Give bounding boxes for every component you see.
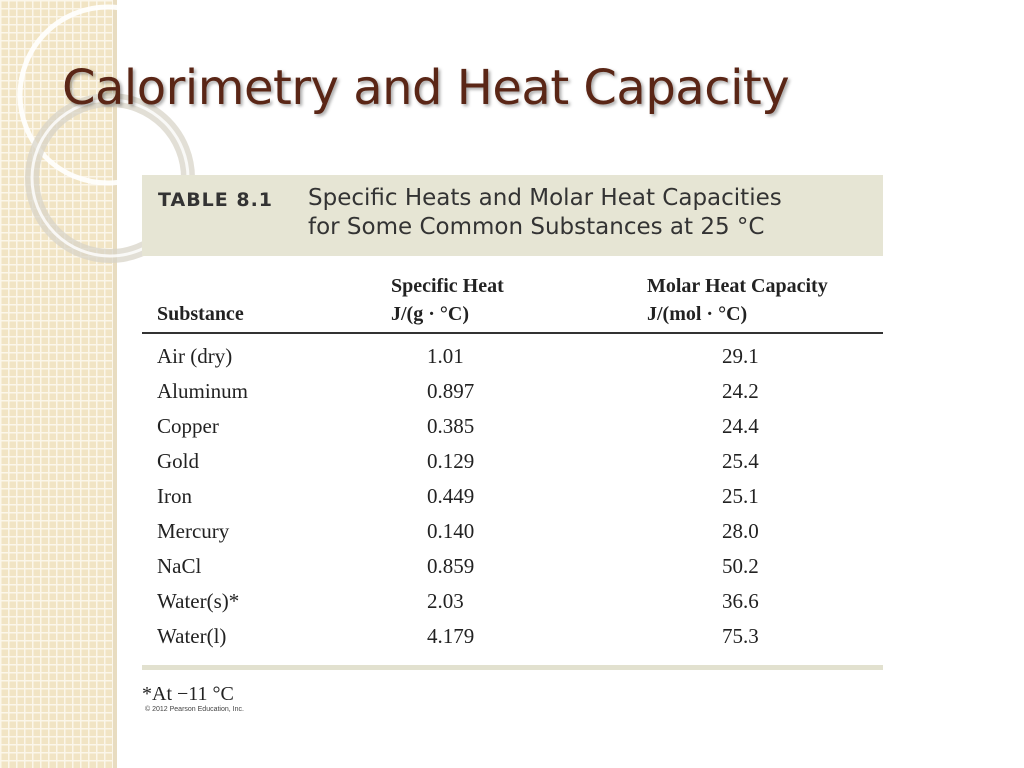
header-specific-heat-unit: J/(g · °C) [391,303,469,325]
header-substance: Substance [157,300,244,328]
cell-substance: Water(s)* [157,589,240,613]
table-caption-line2: for Some Common Substances at 25 °C [308,214,765,240]
table-row: Copper 0.385 24.4 [142,410,883,445]
table-row: Water(s)* 2.03 36.6 [142,585,883,620]
table-row: Water(l) 4.179 75.3 [142,620,883,655]
cell-molar: 24.2 [722,379,759,403]
cell-substance: Air (dry) [157,344,233,368]
header-molar-label: Molar Heat Capacity [647,275,828,297]
table-row: Gold 0.129 25.4 [142,445,883,480]
header-substance-label: Substance [157,303,244,325]
header-molar-unit: J/(mol · °C) [647,303,748,325]
cell-molar: 50.2 [722,554,759,578]
header-specific-heat-label: Specific Heat [391,275,504,297]
cell-specific-heat: 0.385 [427,414,475,438]
table-caption-line1: Specific Heats and Molar Heat Capacities [308,185,782,211]
cell-specific-heat: 2.03 [427,589,464,613]
table-row: Air (dry) 1.01 29.1 [142,340,883,375]
cell-molar: 25.1 [722,484,759,508]
cell-substance: Iron [157,484,192,508]
table-number: TABLE 8.1 [158,189,274,211]
cell-molar: 36.6 [722,589,759,613]
table-caption: Specific Heats and Molar Heat Capacities… [308,184,782,242]
cell-molar: 75.3 [722,624,759,648]
cell-specific-heat: 4.179 [427,624,475,648]
cell-specific-heat: 0.140 [427,519,475,543]
cell-substance: Aluminum [157,379,249,403]
side-strip-edge [113,0,117,768]
cell-substance: Mercury [157,519,230,543]
cell-molar: 28.0 [722,519,759,543]
cell-substance: Water(l) [157,624,227,648]
table-row: Iron 0.449 25.1 [142,480,883,515]
table-body: Air (dry) 1.01 29.1 Aluminum 0.897 24.2 … [142,340,883,655]
cell-specific-heat: 0.449 [427,484,475,508]
slide-title: Calorimetry and Heat Capacity [62,60,790,116]
cell-molar: 25.4 [722,449,759,473]
table-row: Aluminum 0.897 24.2 [142,375,883,410]
header-molar-heat-capacity: Molar Heat Capacity J/(mol · °C) [647,272,828,328]
table-bottom-rule [142,665,883,670]
cell-substance: Gold [157,449,199,473]
table-caption-band: TABLE 8.1 Specific Heats and Molar Heat … [142,175,883,256]
table-row: NaCl 0.859 50.2 [142,550,883,585]
cell-specific-heat: 0.859 [427,554,475,578]
cell-molar: 29.1 [722,344,759,368]
copyright-notice: © 2012 Pearson Education, Inc. [145,706,244,713]
table-footnote: *At −11 °C [142,683,234,705]
table-header-rule [142,332,883,334]
cell-specific-heat: 0.897 [427,379,475,403]
cell-substance: Copper [157,414,219,438]
cell-specific-heat: 1.01 [427,344,464,368]
table-row: Mercury 0.140 28.0 [142,515,883,550]
cell-molar: 24.4 [722,414,759,438]
cell-specific-heat: 0.129 [427,449,475,473]
cell-substance: NaCl [157,554,202,578]
header-specific-heat: Specific Heat J/(g · °C) [391,272,504,328]
